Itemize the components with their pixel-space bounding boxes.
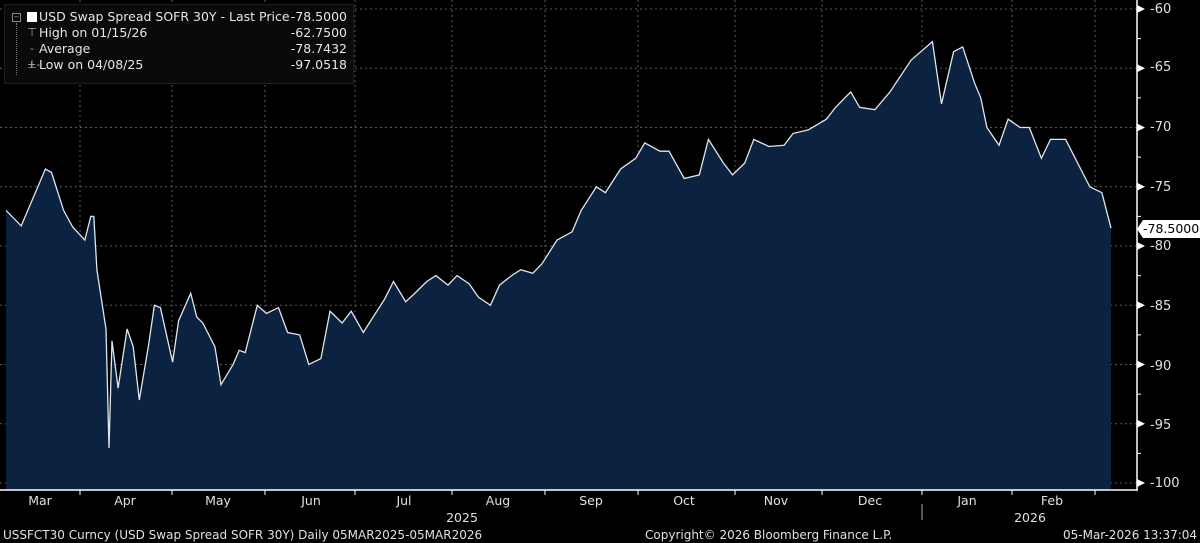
last-price-tag: -78.5000 bbox=[1137, 220, 1200, 238]
high-marker-icon: ⊤ bbox=[27, 26, 37, 39]
legend-tree-lines bbox=[16, 23, 27, 75]
x-tick-label: Nov bbox=[763, 493, 789, 508]
y-tick-label: -65 bbox=[1150, 60, 1172, 75]
legend-last-value: -78.5000 bbox=[290, 9, 347, 24]
legend-row-average: Average -78.7432 bbox=[39, 41, 347, 57]
x-tick-label: Feb bbox=[1040, 493, 1064, 508]
y-tick-label: -95 bbox=[1150, 418, 1172, 433]
legend-row-last-price: USD Swap Spread SOFR 30Y - Last Price -7… bbox=[39, 9, 347, 25]
y-tick-label: -90 bbox=[1150, 359, 1172, 374]
series-color-swatch bbox=[27, 12, 37, 22]
y-tick-label: -100 bbox=[1150, 476, 1180, 491]
axes bbox=[0, 0, 1145, 520]
average-marker-icon: -+- bbox=[27, 42, 41, 71]
x-tick-label: Oct bbox=[673, 493, 695, 508]
legend-low-value: -97.0518 bbox=[290, 57, 347, 72]
legend-low-label: Low on 04/08/25 bbox=[39, 57, 144, 72]
x-tick-label: Jul bbox=[396, 493, 412, 508]
legend-row-low: Low on 04/08/25 -97.0518 bbox=[39, 57, 347, 73]
y-tick-label: -75 bbox=[1150, 180, 1172, 195]
legend-high-value: -62.7500 bbox=[290, 25, 347, 40]
legend-average-label: Average bbox=[39, 41, 91, 56]
timestamp: 05-Mar-2026 13:37:04 bbox=[1063, 528, 1198, 542]
y-tick-label: -60 bbox=[1150, 2, 1172, 17]
low-marker-icon: ⊥ bbox=[27, 58, 37, 71]
legend-box: − USD Swap Spread SOFR 30Y - Last Price … bbox=[4, 4, 354, 84]
ticker-description: USSFCT30 Curncy (USD Swap Spread SOFR 30… bbox=[3, 528, 483, 542]
legend-series-label: USD Swap Spread SOFR 30Y - Last Price bbox=[39, 9, 290, 24]
x-tick-label: Apr bbox=[114, 493, 136, 508]
y-tick-label: -80 bbox=[1150, 239, 1172, 254]
x-tick-label: Mar bbox=[28, 493, 52, 508]
x-tick-label: Sep bbox=[579, 493, 603, 508]
x-tick-label: May bbox=[205, 493, 231, 508]
legend-row-high: High on 01/15/26 -62.7500 bbox=[39, 25, 347, 41]
x-tick-label: Jun bbox=[301, 493, 321, 508]
year-label-2026: 2026 bbox=[1014, 510, 1046, 525]
y-tick-label: -70 bbox=[1150, 120, 1172, 135]
legend-high-label: High on 01/15/26 bbox=[39, 25, 148, 40]
x-tick-label: Aug bbox=[485, 493, 511, 508]
price-line bbox=[5, 40, 1112, 449]
collapse-icon[interactable]: − bbox=[12, 13, 21, 22]
y-tick-label: -85 bbox=[1150, 299, 1172, 314]
legend-average-value: -78.7432 bbox=[290, 41, 347, 56]
price-area-fill bbox=[6, 41, 1112, 490]
year-label-2025: 2025 bbox=[446, 510, 478, 525]
x-tick-label: Dec bbox=[857, 493, 883, 508]
x-tick-label: Jan bbox=[957, 493, 977, 508]
copyright-text: Copyright© 2026 Bloomberg Finance L.P. bbox=[645, 528, 893, 542]
